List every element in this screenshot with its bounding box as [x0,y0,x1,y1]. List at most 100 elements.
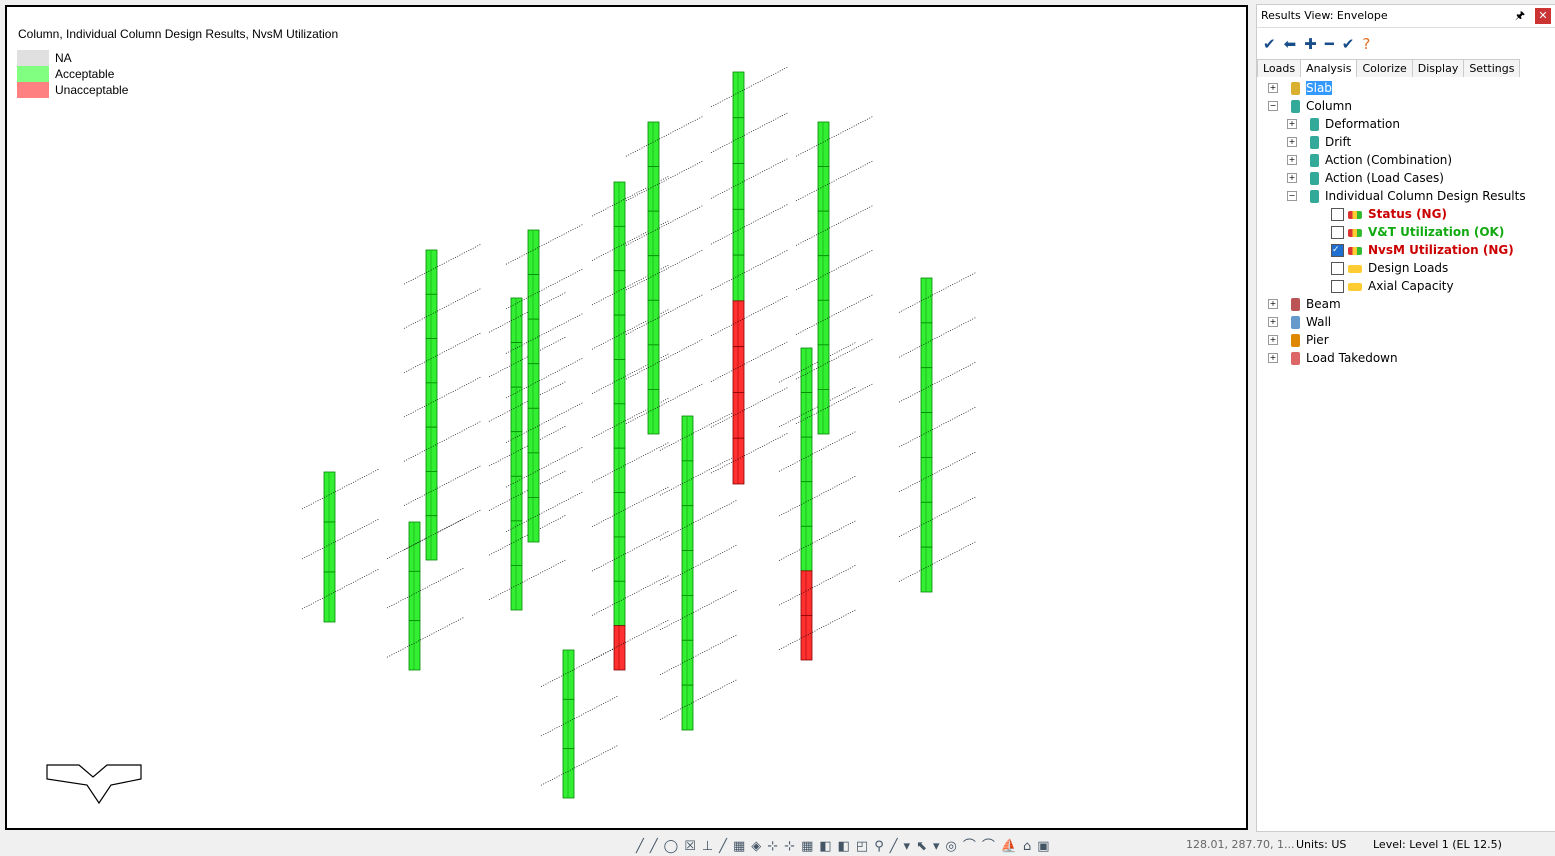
tree-label: Action (Load Cases) [1325,171,1444,185]
column-segment [425,338,438,384]
column-segment [732,437,745,485]
tree-item[interactable]: Column [1291,97,1352,115]
tree-item[interactable]: Action (Load Cases) [1310,169,1444,187]
label-leader [625,383,704,425]
checkbox[interactable] [1331,208,1344,221]
column-segment [613,447,626,493]
column-segment [647,166,660,212]
label-leader [659,410,738,451]
tab[interactable]: Settings [1463,59,1521,77]
expander[interactable]: − [1287,191,1297,201]
tool-icons[interactable]: ╱╱◯☒⊥╱▦◈⊹⊹▦◧◧◰⚲╱▾⬉▾◎⌒⌒⛵⌂▣ [636,839,1056,854]
tree-item[interactable]: Status (NG) [1331,205,1447,223]
tree-item[interactable]: Deformation [1310,115,1400,133]
column-segment [425,293,438,339]
tree-label: Design Loads [1368,261,1449,275]
expander[interactable]: + [1287,137,1297,147]
expander[interactable]: + [1268,335,1278,345]
tab[interactable]: Loads [1257,59,1302,77]
column-segment [800,525,813,572]
label-leader [403,420,482,462]
column-segment [510,297,523,343]
column-segment [510,475,523,522]
status-bar: ╱╱◯☒⊥╱▦◈⊹⊹▦◧◧◰⚲╱▾⬉▾◎⌒⌒⛵⌂▣ 128.01, 287.70… [0,832,1555,856]
tree-item[interactable]: Wall [1291,313,1331,331]
tree-item[interactable]: Slab [1291,79,1332,97]
checkbox[interactable] [1331,262,1344,275]
tree-item[interactable]: Pier [1291,331,1329,349]
column-segment [681,505,694,551]
tree-item[interactable]: V&T Utilization (OK) [1331,223,1504,241]
toolbar[interactable]: ✔⬅✚━✔? [1263,35,1379,53]
label-leader [591,530,670,572]
column-segment [817,166,830,212]
tree-item[interactable]: Beam [1291,295,1341,313]
model-view[interactable]: Column, Individual Column Design Results… [5,5,1248,830]
expander[interactable]: + [1268,83,1278,93]
expander[interactable]: + [1268,317,1278,327]
expander[interactable]: + [1268,299,1278,309]
column-segment [681,595,694,641]
column-segment [920,322,933,369]
label-leader [505,223,584,265]
label-leader [625,160,704,202]
column-segment [613,403,626,449]
column-segment [732,117,745,164]
panel-title-text: Results View: Envelope [1261,9,1388,22]
checkbox[interactable]: ✓ [1331,244,1344,257]
column-segment [647,344,660,390]
label-leader [795,249,874,291]
column-segment [408,620,421,671]
column-segment [425,249,438,295]
column-segment [800,481,813,527]
column-segment [817,210,830,257]
column-segment [732,71,745,119]
label-leader [386,617,465,658]
tab[interactable]: Colorize [1356,59,1413,77]
column-segment [817,299,830,346]
label-leader [898,541,977,582]
tree-item[interactable]: Design Loads [1331,259,1448,277]
expander[interactable]: + [1268,353,1278,363]
column-segment [920,546,933,593]
column-segment [681,415,694,462]
tree-item[interactable]: Action (Combination) [1310,151,1452,169]
checkbox[interactable] [1331,280,1344,293]
column-segment [613,625,626,671]
label-leader [625,115,704,157]
label-leader [898,406,977,448]
expander[interactable]: + [1287,173,1297,183]
column-segment [732,346,745,393]
tab[interactable]: Display [1411,59,1465,77]
label-leader [710,295,789,337]
label-leader [591,353,670,394]
tree-item[interactable]: Axial Capacity [1331,277,1454,295]
label-leader [591,442,670,483]
label-leader [591,619,670,661]
column-segment [527,229,540,275]
tab[interactable]: Analysis [1300,59,1358,77]
column-segment [527,274,540,320]
label-leader [488,470,567,511]
expander[interactable]: − [1268,101,1278,111]
column-segment [613,225,626,272]
column-segment [817,389,830,435]
label-leader [710,341,789,382]
units: Units: US [1296,838,1347,851]
expander[interactable]: + [1287,119,1297,129]
checkbox[interactable] [1331,226,1344,239]
tree-item[interactable]: ✓ NvsM Utilization (NG) [1331,241,1514,259]
column-segment [510,431,523,477]
label-leader [301,518,380,560]
expander[interactable]: + [1287,155,1297,165]
label-leader [778,520,857,561]
tree-item[interactable]: Drift [1310,133,1351,151]
label-leader [710,66,789,108]
tree-item[interactable]: Load Takedown [1291,349,1398,367]
column-segment [613,492,626,538]
tree-item[interactable]: Individual Column Design Results [1310,187,1526,205]
view-compass [46,764,142,805]
tree-label: Drift [1325,135,1352,149]
tabs: Loads Analysis Colorize Display Settings [1257,59,1521,77]
label-leader [301,468,380,510]
